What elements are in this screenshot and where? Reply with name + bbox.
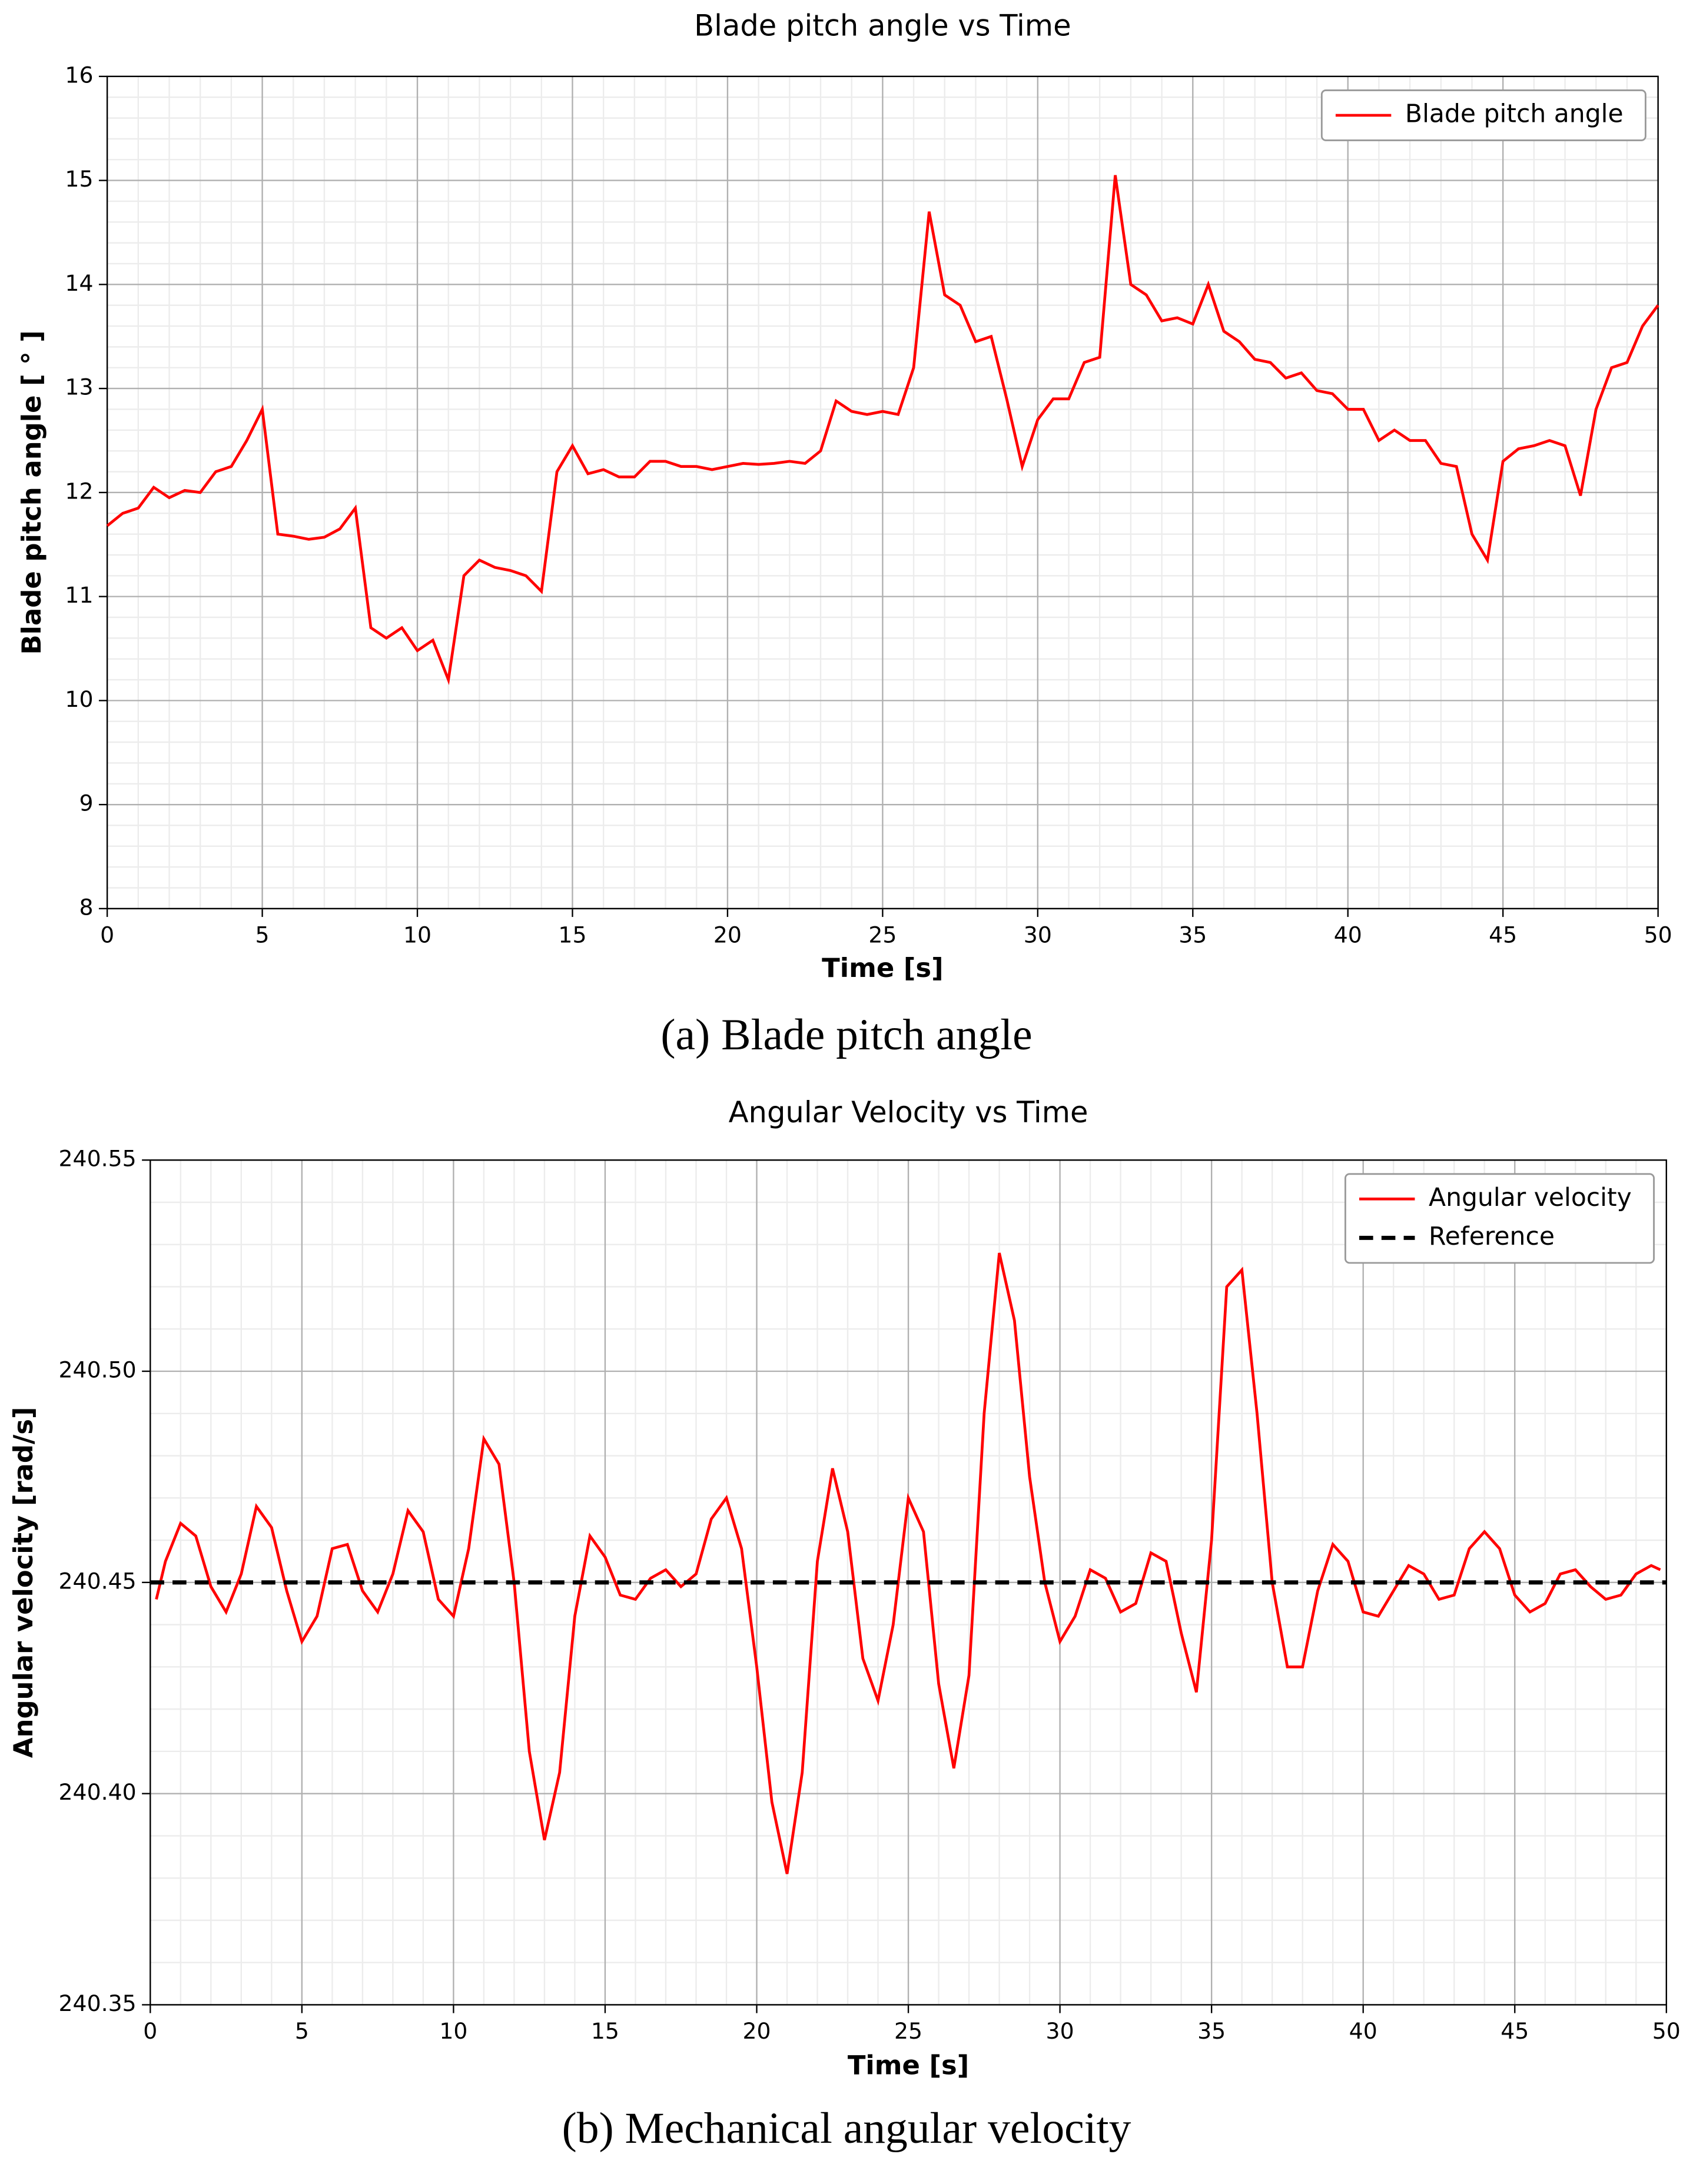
y-tick-label: 11 xyxy=(65,582,93,608)
plot-frame xyxy=(106,75,1659,910)
y-tick-label: 10 xyxy=(65,686,93,712)
chart: 0 5 10 15 20 25 30 35 40 45 50 8 9 10 11 12 13 14 15 16 Blad… xyxy=(16,9,1672,1059)
x-tick-label: 35 xyxy=(1179,922,1207,948)
y-tick-label: 240.45 xyxy=(59,1568,137,1594)
x-tick-label: 10 xyxy=(403,922,431,948)
x-tick-label: 40 xyxy=(1334,922,1362,948)
y-tick-label: 240.50 xyxy=(59,1357,137,1382)
x-tick-label: 50 xyxy=(1644,922,1672,948)
x-tick-label: 15 xyxy=(558,922,586,948)
y-tick-label: 15 xyxy=(65,166,93,192)
legend-label: Angular velocity xyxy=(1429,1184,1632,1212)
y-tick-label: 14 xyxy=(65,270,93,296)
x-tick-label: 20 xyxy=(713,922,742,948)
x-tick-label: 45 xyxy=(1501,2018,1529,2044)
x-axis-label: Time [s] xyxy=(822,952,943,983)
legend-box xyxy=(1344,1173,1655,1264)
chart: 0 5 10 15 20 25 30 35 40 45 50 240.35 240.40 240.45 24… xyxy=(8,1095,1681,2153)
x-axis-label: Time [s] xyxy=(848,2050,969,2081)
x-tick-label: 45 xyxy=(1489,922,1517,948)
legend-label: Blade pitch angle xyxy=(1405,99,1624,128)
legend-box xyxy=(1320,89,1646,141)
x-tick-label: 25 xyxy=(894,2018,922,2044)
x-tick-label: 25 xyxy=(868,922,897,948)
x-tick-label: 0 xyxy=(100,922,114,948)
x-tick-label: 30 xyxy=(1046,2018,1074,2044)
x-tick-label: 10 xyxy=(439,2018,467,2044)
y-tick-label: 240.55 xyxy=(59,1146,137,1172)
y-tick-label: 8 xyxy=(79,894,93,920)
x-tick-label: 40 xyxy=(1349,2018,1377,2044)
caption: (b) Mechanical angular velocity xyxy=(562,2104,1131,2153)
caption: (a) Blade pitch angle xyxy=(660,1010,1032,1059)
x-tick-label: 50 xyxy=(1652,2018,1681,2044)
y-tick-label: 12 xyxy=(65,478,93,504)
data-line xyxy=(106,175,1659,686)
y-tick-label: 16 xyxy=(65,62,93,88)
legend: Angular velocity Reference xyxy=(1344,1173,1655,1264)
x-tick-label: 20 xyxy=(742,2018,771,2044)
x-tick-label: 30 xyxy=(1024,922,1052,948)
legend-label: Reference xyxy=(1429,1222,1555,1251)
x-tick-label: 5 xyxy=(255,922,270,948)
x-tick-label: 15 xyxy=(591,2018,619,2044)
y-tick-label: 240.35 xyxy=(59,1990,137,2016)
data-line xyxy=(155,1252,1661,1874)
chart-title: Blade pitch angle vs Time xyxy=(694,9,1071,43)
x-tick-label: 35 xyxy=(1197,2018,1226,2044)
y-tick-label: 13 xyxy=(65,374,93,400)
x-tick-label: 0 xyxy=(143,2018,157,2044)
legend: Blade pitch angle xyxy=(1320,89,1646,141)
y-axis-label: Angular velocity [rad/s] xyxy=(8,1407,39,1758)
y-axis-label: Blade pitch angle [ ° ] xyxy=(16,330,47,654)
chart-title: Angular Velocity vs Time xyxy=(729,1095,1088,1129)
x-tick-label: 5 xyxy=(295,2018,309,2044)
y-tick-label: 240.40 xyxy=(59,1779,137,1805)
y-tick-label: 9 xyxy=(79,790,93,816)
